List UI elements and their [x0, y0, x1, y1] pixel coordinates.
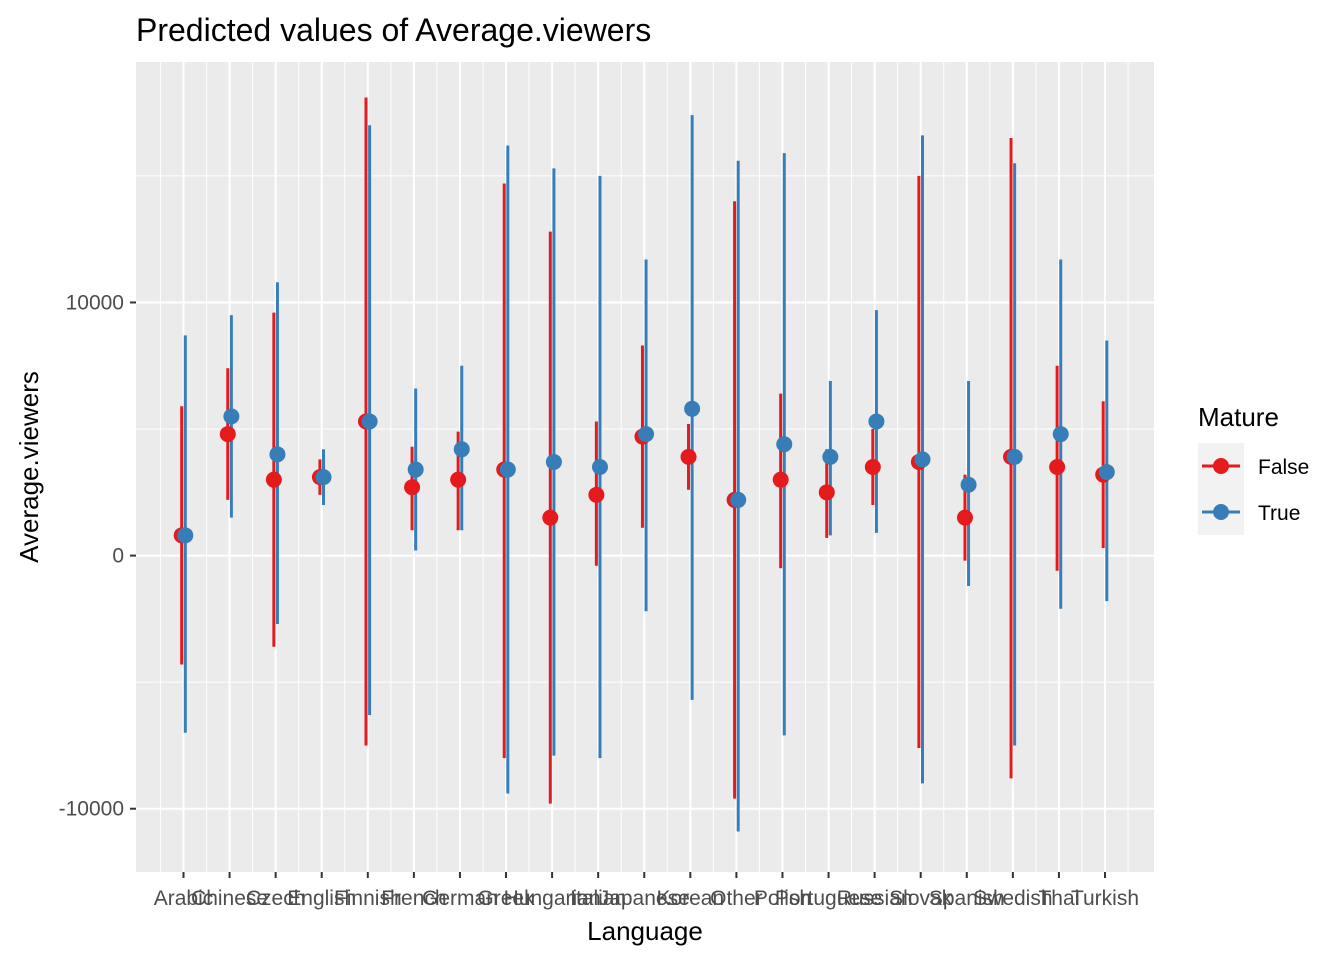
y-tick-label: 0 [112, 545, 124, 568]
point-false-russian [864, 459, 881, 475]
point-true-spanish [960, 476, 977, 493]
legend-label-true: True [1258, 502, 1300, 525]
x-tick-label-korean: Korean [656, 887, 724, 910]
data-points [173, 400, 1115, 544]
point-false-chinese [219, 426, 236, 443]
x-tick-label-german: German [422, 887, 498, 910]
x-tick-label-hungarian: Hungarian [504, 887, 601, 910]
x-tick-label-arabic: Arabic [154, 887, 214, 910]
x-tick-label-italian: Italian [570, 887, 626, 910]
chart-title: Predicted values of Average.viewers [136, 12, 651, 48]
x-tick-label-french: French [381, 887, 446, 910]
legend-key-point-false [1213, 458, 1229, 474]
point-true-finnish [361, 413, 378, 430]
x-axis: ArabicChineseCzechEnglishFinnishFrenchGe… [154, 872, 1139, 910]
point-true-german [453, 441, 470, 458]
point-true-japanese [638, 426, 655, 443]
point-true-slovak [914, 451, 931, 468]
point-true-french [407, 461, 424, 478]
y-tick-label: 10000 [66, 291, 124, 314]
x-tick-label-swedish: Swedish [973, 887, 1052, 910]
legend-label-false: False [1258, 456, 1309, 479]
point-true-polish [776, 436, 793, 453]
point-true-korean [684, 400, 701, 417]
point-true-russian [868, 413, 885, 430]
point-true-thai [1052, 426, 1069, 443]
legend: Mature False True [1198, 402, 1309, 535]
x-tick-label-other: Other [710, 887, 763, 910]
x-tick-label-spanish: Spanish [929, 887, 1005, 910]
x-tick-label-english: English [287, 887, 356, 910]
legend-title: Mature [1198, 402, 1279, 432]
point-false-korean [680, 448, 697, 465]
point-false-hungarian [542, 509, 559, 526]
point-false-german [450, 471, 467, 488]
point-true-arabic [177, 527, 194, 544]
x-tick-label-czech: Czech [246, 887, 306, 910]
x-axis-title: Language [587, 916, 703, 946]
point-false-thai [1049, 459, 1066, 475]
point-false-spanish [956, 509, 973, 526]
point-true-swedish [1006, 448, 1023, 465]
y-axis: -10000 0 10000 [59, 291, 136, 821]
point-true-chinese [223, 408, 240, 425]
point-true-other [730, 491, 747, 508]
x-tick-label-japanese: Japanese [599, 887, 690, 910]
x-tick-label-polish: Polish [754, 887, 811, 910]
point-false-czech [265, 471, 282, 488]
point-true-hungarian [545, 453, 562, 470]
x-tick-label-portuguese: Portuguese [775, 887, 882, 910]
point-false-italian [588, 486, 605, 503]
x-tick-label-finnish: Finnish [334, 887, 402, 910]
x-tick-label-slovak: Slovak [889, 887, 953, 910]
x-tick-label-chinese: Chinese [191, 887, 268, 910]
x-tick-label-thai: Thai [1038, 887, 1079, 910]
point-true-portuguese [822, 448, 839, 465]
y-tick-label: -10000 [59, 798, 124, 821]
legend-key-point-true [1213, 504, 1229, 520]
point-true-english [315, 469, 332, 486]
x-tick-label-turkish: Turkish [1071, 887, 1139, 910]
point-false-polish [772, 471, 789, 488]
x-tick-label-greek: Greek [477, 887, 535, 910]
x-tick-label-russian: Russian [837, 887, 913, 910]
point-true-czech [269, 446, 286, 463]
point-true-italian [591, 459, 608, 475]
y-axis-title: Average.viewers [14, 371, 44, 563]
point-true-greek [499, 461, 516, 478]
point-true-turkish [1098, 464, 1115, 481]
point-false-portuguese [818, 484, 835, 501]
point-false-french [404, 479, 421, 496]
